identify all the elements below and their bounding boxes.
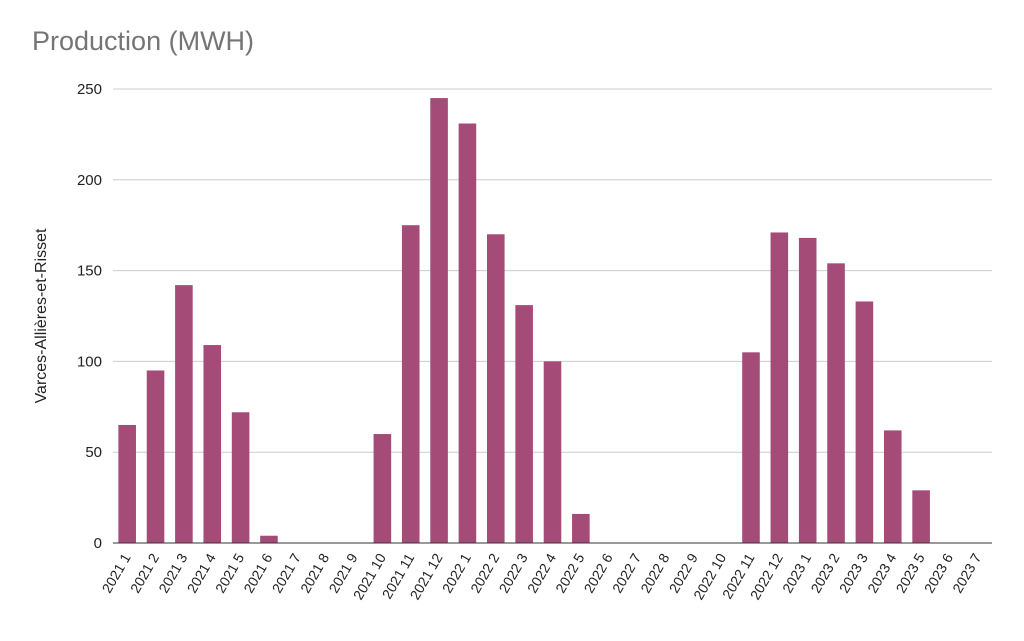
- bar: [487, 234, 505, 543]
- bar: [515, 305, 533, 543]
- bar: [146, 370, 165, 543]
- bar: [231, 412, 250, 543]
- y-axis-label: Varces-Allières-et-Risset: [33, 228, 50, 403]
- bar: [855, 301, 874, 543]
- bar: [798, 237, 817, 544]
- bar: [572, 513, 590, 543]
- bar: [260, 535, 278, 543]
- bar: [175, 285, 193, 543]
- bar: [118, 424, 136, 543]
- y-tick-label: 200: [77, 172, 102, 189]
- bar: [458, 123, 477, 543]
- bar: [827, 263, 845, 543]
- y-tick-label: 0: [94, 535, 102, 552]
- y-tick-label: 100: [77, 353, 102, 370]
- bars: [118, 98, 930, 544]
- x-tick-label: 2023 7: [949, 550, 984, 595]
- bar: [203, 345, 222, 543]
- y-tick-label: 150: [77, 263, 102, 280]
- chart-title: Production (MWH): [32, 26, 255, 56]
- bar: [401, 225, 420, 543]
- bar: [770, 232, 789, 544]
- bar: [430, 98, 448, 543]
- y-tick-label: 50: [85, 444, 102, 461]
- bar: [543, 361, 562, 543]
- bar: [742, 352, 760, 543]
- y-tick-label: 250: [77, 81, 102, 98]
- y-axis-ticks: 0 50 100 150 200 250: [77, 81, 102, 552]
- bar: [883, 430, 902, 543]
- bar: [912, 490, 930, 543]
- bar: [373, 434, 392, 543]
